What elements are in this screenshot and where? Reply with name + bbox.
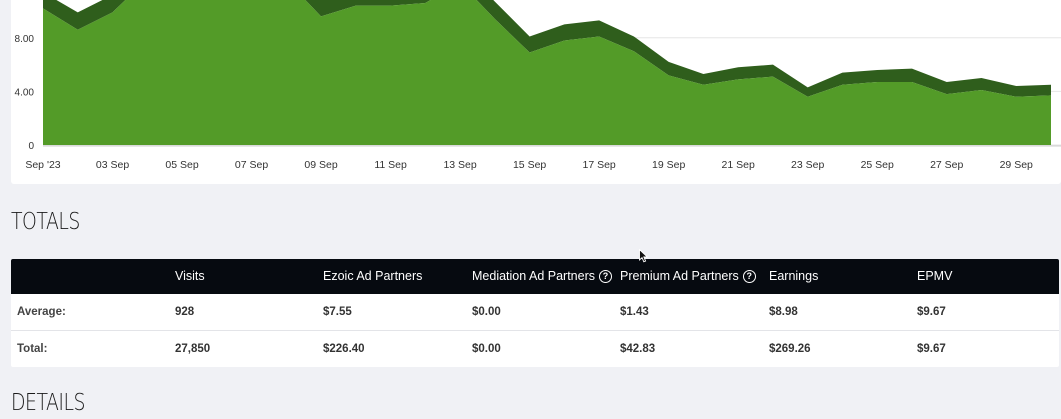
cell-premium: $1.43 [620,306,649,318]
header-premium-label: Premium Ad Partners [620,269,739,283]
cell-ezoic: $7.55 [323,306,352,318]
header-earnings: Earnings [769,269,819,283]
x-tick-label: 17 Sep [582,159,615,171]
cell-earnings: $269.26 [769,343,811,355]
x-tick-label: 07 Sep [235,159,268,171]
x-tick-label: 05 Sep [165,159,198,171]
cell-visits: 27,850 [175,343,211,355]
x-tick-label: 09 Sep [304,159,337,171]
table-row-average: Average: 928 $7.55 $0.00 $1.43 $8.98 $9.… [11,294,1059,330]
row-label: Total: [17,343,48,355]
table-row-total: Total: 27,850 $226.40 $0.00 $42.83 $269.… [11,330,1059,367]
y-tick-label: 4.00 [15,87,35,98]
header-mediation-ad-partners: Mediation Ad Partners ? [472,269,612,283]
mouse-pointer-icon [639,249,649,263]
y-tick-label: 0 [28,141,34,152]
header-epmv: EPMV [917,269,953,283]
cell-mediation: $0.00 [472,306,501,318]
cell-mediation: $0.00 [472,343,501,355]
cell-epmv: $9.67 [917,306,946,318]
totals-heading: TOTALS [11,209,80,235]
earnings-chart-card: 0 4.00 8.00 Sep '23 03 Sep 05 Sep 07 Sep 09 Sep… [11,0,1061,184]
totals-table: Visits Ezoic Ad Partners Mediation Ad Pa… [11,259,1059,367]
x-tick-label: 25 Sep [861,159,894,171]
details-heading: DETAILS [11,390,86,416]
earnings-area-chart[interactable]: 0 4.00 8.00 Sep '23 03 Sep 05 Sep 07 Sep 09 Sep… [11,0,1061,184]
x-tick-label: 15 Sep [513,159,546,171]
x-tick-label: 03 Sep [96,159,129,171]
cell-visits: 928 [175,306,195,318]
cell-epmv: $9.67 [917,343,946,355]
x-tick-label: 11 Sep [374,159,407,171]
x-tick-label: 19 Sep [652,159,685,171]
x-tick-label: Sep '23 [25,159,60,171]
header-visits: Visits [175,269,205,283]
series-area-1 [43,0,1051,145]
header-ezoic-ad-partners: Ezoic Ad Partners [323,269,423,283]
cell-earnings: $8.98 [769,306,798,318]
x-tick-label: 27 Sep [930,159,963,171]
totals-table-header: Visits Ezoic Ad Partners Mediation Ad Pa… [11,259,1059,294]
question-circle-icon[interactable]: ? [599,269,612,283]
question-circle-icon[interactable]: ? [742,269,756,283]
cell-ezoic: $226.40 [323,343,365,355]
row-label: Average: [17,306,66,318]
header-mediation-label: Mediation Ad Partners [472,269,595,283]
x-tick-label: 23 Sep [791,159,824,171]
x-tick-label: 29 Sep [1000,159,1033,171]
series-area-2 [43,0,1051,97]
cell-premium: $42.83 [620,343,656,355]
y-tick-label: 8.00 [15,34,35,45]
header-premium-ad-partners: Premium Ad Partners ? [620,269,756,283]
x-tick-label: 21 Sep [722,159,755,171]
x-tick-label: 13 Sep [443,159,476,171]
